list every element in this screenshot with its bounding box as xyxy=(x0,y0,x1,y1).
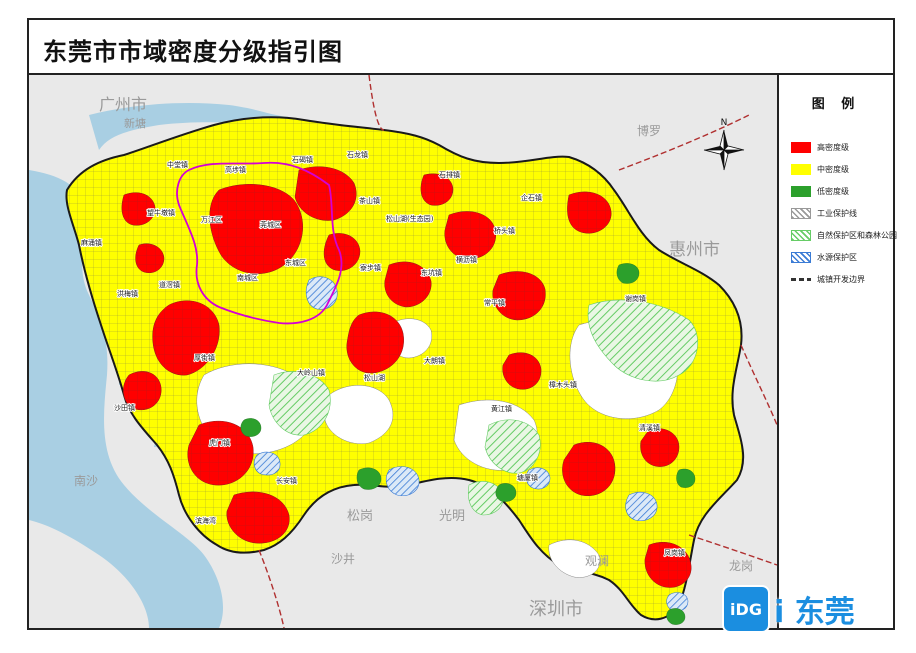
legend-swatch xyxy=(791,207,811,219)
legend-swatch xyxy=(791,163,811,175)
region-label: 光明 xyxy=(439,509,465,524)
region-label: 新塘 xyxy=(124,116,146,130)
town-label: 桥头镇 xyxy=(494,226,515,235)
river-branch xyxy=(89,103,289,150)
legend-item: 高密度级 xyxy=(791,140,849,154)
town-label: 清溪镇 xyxy=(639,423,660,432)
legend-item: 城镇开发边界 xyxy=(791,272,865,286)
town-label: 莞城区 xyxy=(260,220,281,229)
town-label: 沙田镇 xyxy=(114,403,135,412)
legend-label: 高密度级 xyxy=(817,142,849,152)
legend-swatch xyxy=(791,229,811,241)
town-label: 石排镇 xyxy=(439,170,460,179)
legend-item: 自然保护区和森林公园 xyxy=(791,228,897,242)
town-label: 企石镇 xyxy=(521,193,542,202)
region-label: 沙井 xyxy=(331,552,355,566)
town-label: 大朗镇 xyxy=(424,356,445,365)
town-label: 万江区 xyxy=(201,216,222,224)
town-label: 茶山镇 xyxy=(359,196,380,205)
town-label: 东坑镇 xyxy=(421,268,442,277)
title-bar: 东莞市市域密度分级指引图 xyxy=(29,20,893,75)
town-label: 石碣镇 xyxy=(292,155,313,164)
low-density-zones xyxy=(240,263,696,625)
legend-item: 水源保护区 xyxy=(791,250,857,264)
legend-swatch xyxy=(791,141,811,153)
town-label: 东城区 xyxy=(285,258,306,267)
town-label: 洪梅镇 xyxy=(117,289,138,298)
town-label: 道滘镇 xyxy=(159,280,180,289)
idg-logo-mark: iDG xyxy=(724,587,768,631)
compass-north-label: N xyxy=(721,118,728,128)
town-label: 望牛墩镇 xyxy=(147,208,175,217)
legend-label: 自然保护区和森林公园 xyxy=(817,230,897,240)
town-label: 高埗镇 xyxy=(225,165,246,174)
town-label: 黄江镇 xyxy=(491,404,512,413)
town-label: 石龙镇 xyxy=(347,150,368,159)
legend-label: 工业保护线 xyxy=(817,208,857,218)
legend-item: 低密度级 xyxy=(791,184,849,198)
town-label: 厚街镇 xyxy=(194,353,215,362)
region-label: 松岗 xyxy=(347,509,373,524)
region-label: 深圳市 xyxy=(529,599,583,620)
town-label: 中堂镇 xyxy=(167,160,188,169)
map-title: 东莞市市域密度分级指引图 xyxy=(43,38,343,66)
town-label: 南城区 xyxy=(237,273,258,282)
town-label: 滨海湾 xyxy=(195,516,216,525)
legend-swatch xyxy=(791,185,811,197)
town-label: 长安镇 xyxy=(276,476,297,485)
town-label: 松山湖(生态园) xyxy=(386,214,434,223)
town-label: 樟木头镇 xyxy=(549,380,577,389)
municipal-border xyxy=(258,75,777,628)
town-label: 常平镇 xyxy=(484,298,505,307)
legend-label: 低密度级 xyxy=(817,186,849,196)
region-label: 观澜 xyxy=(585,554,609,568)
legend-swatch xyxy=(791,277,811,281)
compass-rose-icon xyxy=(703,129,745,171)
region-label: 惠州市 xyxy=(669,240,720,260)
region-label: 广州市 xyxy=(99,95,147,114)
region-label: 龙岗 xyxy=(729,559,753,573)
town-label: 松山湖 xyxy=(364,373,385,382)
legend-item: 工业保护线 xyxy=(791,206,857,220)
idg-logo-text: i 东莞 xyxy=(774,595,855,630)
compass: N xyxy=(699,115,749,175)
town-label: 凤岗镇 xyxy=(664,548,685,557)
nature-reserves xyxy=(268,299,698,516)
legend-label: 中密度级 xyxy=(817,164,849,174)
idg-logo: iDG i 东莞 xyxy=(724,584,904,634)
town-label: 虎门镇 xyxy=(209,438,230,447)
pearl-river xyxy=(29,170,224,628)
legend-label: 水源保护区 xyxy=(817,252,857,262)
region-label: 南沙 xyxy=(74,473,98,488)
central-district-boundary xyxy=(176,161,343,325)
town-label: 横沥镇 xyxy=(456,255,477,264)
map-frame: 东莞市市域密度分级指引图 xyxy=(27,18,897,630)
town-label: 大岭山镇 xyxy=(297,368,325,377)
town-label: 塘厦镇 xyxy=(517,473,538,482)
legend-label: 城镇开发边界 xyxy=(817,274,865,284)
legend-item: 中密度级 xyxy=(791,162,849,176)
high-density-zones xyxy=(121,166,692,588)
region-label: 博罗 xyxy=(637,123,661,138)
town-label: 麻涌镇 xyxy=(81,238,102,247)
town-label: 寮步镇 xyxy=(360,263,381,272)
legend-swatch xyxy=(791,251,811,263)
town-label: 谢岗镇 xyxy=(625,294,646,303)
water-source-protection xyxy=(253,276,689,612)
legend-title: 图 例 xyxy=(811,97,861,112)
legend-panel: 图 例 高密度级中密度级低密度级工业保护线自然保护区和森林公园 水源保护区城镇开发… xyxy=(777,75,897,628)
map-canvas[interactable]: 广州市新塘博罗惠州市南沙松岗 光明沙井 观澜深圳市 龙岗 中堂镇高埗镇 石碣镇 石龙镇石排… xyxy=(29,75,777,628)
